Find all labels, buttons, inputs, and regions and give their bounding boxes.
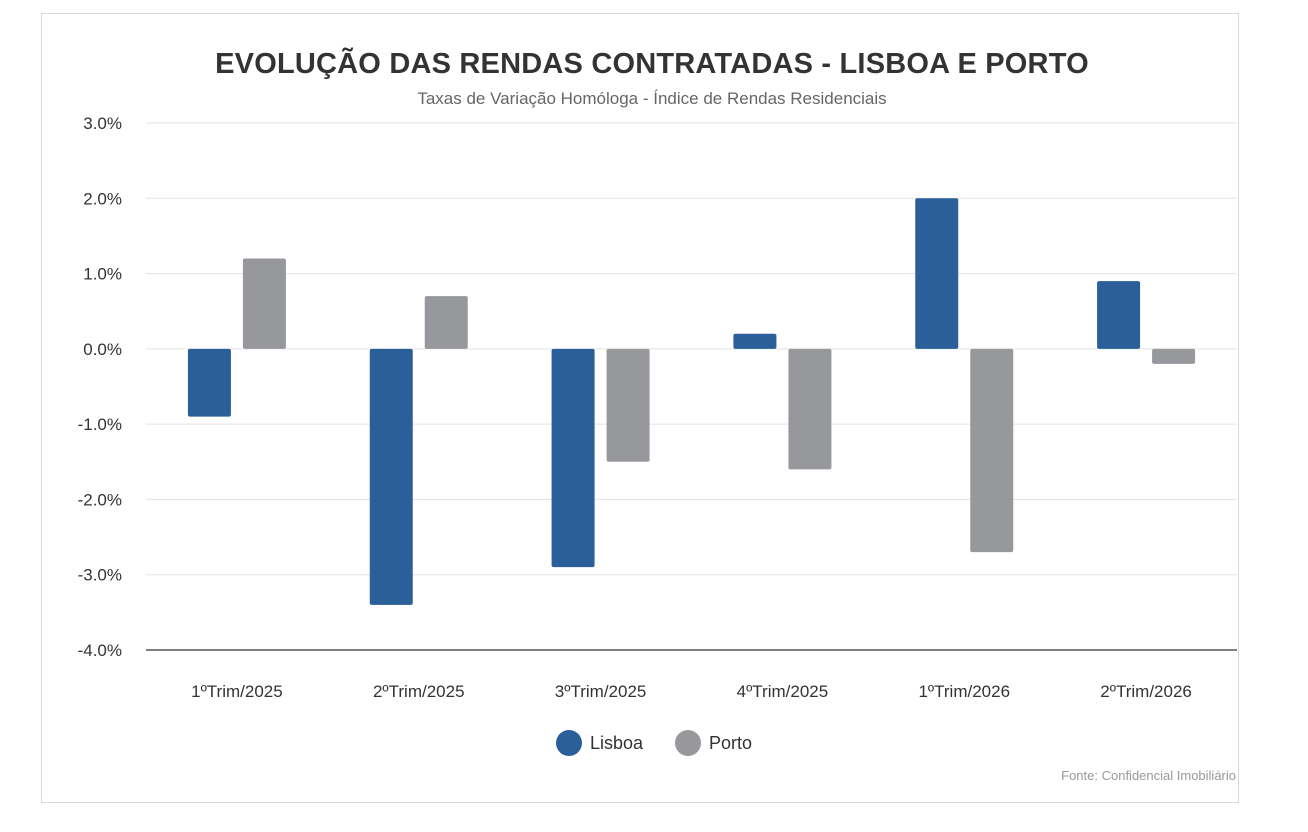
source-note: Fonte: Confidencial Imobiliário [1061,768,1236,783]
y-tick-label: 1.0% [83,265,122,284]
bar-lisboa-3[interactable] [733,333,777,349]
y-tick-label: -1.0% [78,415,122,434]
x-tick-labels: 1ºTrim/2025 2ºTrim/2025 3ºTrim/2025 4ºTrim/… [191,682,1192,701]
y-tick-label: -2.0% [78,490,122,509]
bar-lisboa-4[interactable] [915,198,959,349]
y-tick-label: 3.0% [83,114,122,133]
y-tick-label: -4.0% [78,641,122,660]
bar-porto-1[interactable] [424,296,468,349]
legend-item-lisboa[interactable]: Lisboa [555,730,643,756]
bar-porto-2[interactable] [606,348,650,462]
chart-title: EVOLUÇÃO DAS RENDAS CONTRATADAS - LISBOA… [215,48,1089,80]
legend-label-porto: Porto [709,732,753,753]
legend-swatch-lisboa [555,730,582,756]
bar-porto-4[interactable] [970,348,1014,553]
x-tick-label: 3ºTrim/2025 [555,682,647,701]
bar-lisboa-2[interactable] [551,348,595,568]
bar-porto-0[interactable] [242,258,286,349]
bar-porto-5[interactable] [1152,348,1196,364]
x-tick-label: 1ºTrim/2025 [191,682,283,701]
legend-item-porto[interactable]: Porto [675,730,752,756]
y-tick-label: -3.0% [78,566,122,585]
bar-lisboa-0[interactable] [187,348,231,417]
x-tick-label: 1ºTrim/2026 [918,682,1010,701]
x-tick-label: 4ºTrim/2025 [737,682,829,701]
legend: Lisboa Porto [0,730,1308,756]
bar-lisboa-1[interactable] [369,348,413,605]
grid-lines [146,122,1237,651]
x-tick-label: 2ºTrim/2025 [373,682,465,701]
bar-lisboa-5[interactable] [1097,281,1141,349]
chart-subtitle: Taxas de Variação Homóloga - Índice de R… [417,89,887,108]
y-tick-label: 0.0% [83,340,122,359]
legend-label-lisboa: Lisboa [589,732,643,753]
bar-porto-3[interactable] [788,348,832,470]
y-tick-label: 2.0% [83,189,122,208]
legend-swatch-porto [675,730,701,756]
x-tick-label: 2ºTrim/2026 [1100,682,1192,701]
y-tick-labels: 3.0% 2.0% 1.0% 0.0% -1.0% -2.0% -3.0% -4.0% [78,114,122,660]
bars [187,198,1196,605]
